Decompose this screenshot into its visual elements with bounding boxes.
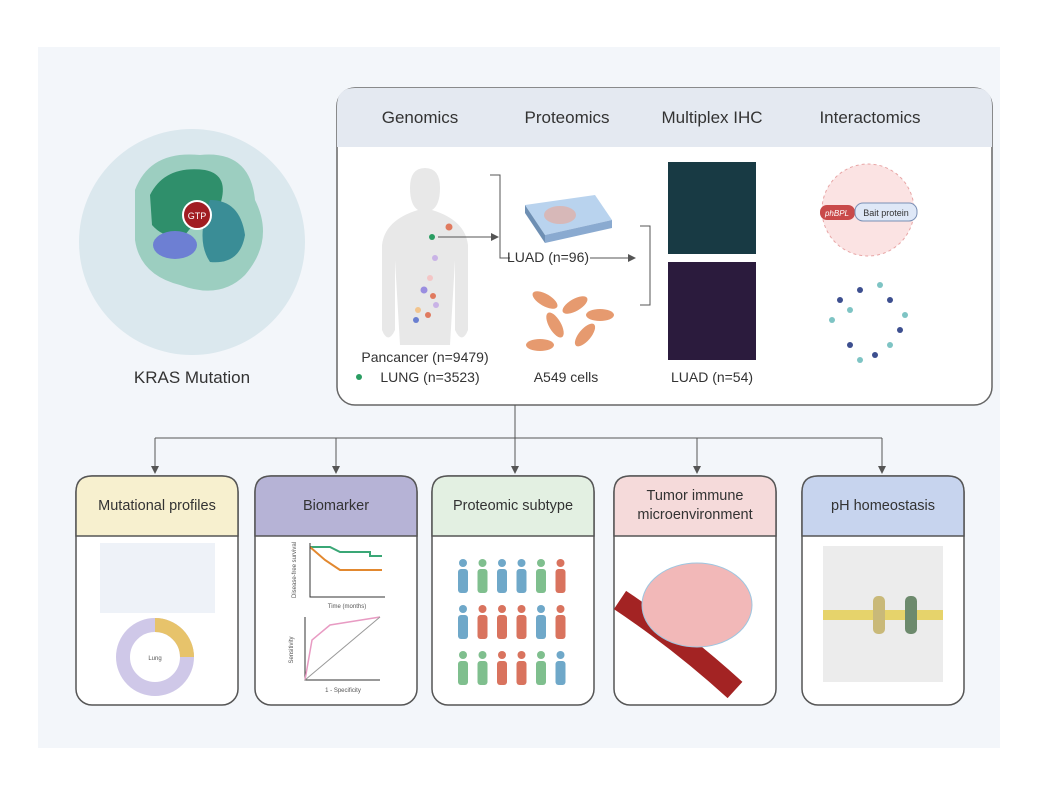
panel-header	[431, 475, 595, 537]
transporter	[873, 596, 885, 634]
oncoplot	[100, 543, 215, 613]
person-head	[517, 605, 526, 613]
person-head	[537, 559, 545, 567]
header: Genomics	[382, 108, 459, 127]
person-head	[459, 605, 467, 613]
roc-x: 1 - Specificity	[325, 688, 361, 694]
person-body	[497, 615, 507, 639]
km-x: Time (months)	[328, 604, 366, 610]
panel-header	[254, 475, 418, 537]
person-head	[478, 605, 487, 613]
bait-label: Bait protein	[863, 208, 909, 218]
roc-y: Sensitivity	[289, 636, 295, 663]
ihc-image	[668, 262, 756, 360]
panel-title-box: Mutational profiles	[98, 497, 216, 514]
person-head	[556, 559, 565, 567]
km-y: Disease-free survival	[292, 542, 298, 598]
person-body	[458, 661, 468, 685]
person-body	[555, 661, 566, 685]
panel-title-box: Biomarker	[302, 497, 370, 514]
transporter	[905, 596, 917, 634]
panel-title: Biomarker	[302, 497, 370, 514]
person-body	[516, 569, 527, 593]
person-head	[459, 559, 467, 567]
person-body	[477, 661, 488, 685]
person-head	[478, 651, 487, 659]
roc-curve	[304, 616, 381, 681]
header: Multiplex IHC	[661, 108, 762, 127]
person-body	[458, 569, 468, 593]
ihc-label: LUAD (n=54)	[671, 369, 753, 385]
header: Proteomics	[524, 108, 609, 127]
enzyme-label: phBPL	[824, 209, 849, 218]
donut-label: Lung	[148, 656, 161, 662]
donut-seg	[154, 618, 194, 658]
km-curve	[309, 546, 382, 571]
panel-title-box: Tumor immune microenvironment	[637, 488, 753, 523]
km-curve	[310, 546, 382, 557]
person-head	[498, 559, 506, 567]
person-body	[555, 615, 566, 639]
person-head	[537, 651, 545, 659]
pancancer-label: Pancancer (n=9479)	[361, 349, 488, 365]
person-head	[498, 605, 506, 613]
ihc-image	[668, 162, 756, 254]
luad-tissue: LUAD (n=96)	[507, 249, 589, 265]
panel-title: pH homeostasis	[831, 497, 935, 514]
person-head	[537, 605, 545, 613]
person-head	[517, 651, 526, 659]
person-head	[556, 651, 565, 659]
tumor	[641, 562, 753, 648]
panel-title: Tumor immune microenvironment	[637, 488, 753, 523]
panel-header	[801, 475, 965, 537]
person-head	[498, 651, 506, 659]
person-head	[459, 651, 467, 659]
person-head	[478, 559, 487, 567]
person-body	[477, 615, 488, 639]
panel-title-box: Proteomic subtype	[452, 497, 574, 514]
a549-label: A549 cells	[534, 369, 599, 385]
person-body	[536, 615, 546, 639]
panel-title: Mutational profiles	[98, 497, 216, 514]
kras-label: KRAS Mutation	[134, 368, 250, 387]
person-body	[536, 661, 546, 685]
person-body	[516, 661, 527, 685]
km-axes	[309, 543, 385, 598]
person-body	[536, 569, 546, 593]
roc-diag	[304, 616, 381, 681]
person-body	[458, 615, 468, 639]
panel-title-box: pH homeostasis	[831, 497, 935, 514]
person-head	[517, 559, 526, 567]
a549-cells	[526, 291, 614, 351]
mutation-dots	[413, 223, 453, 323]
lung-label: LUNG (n=3523)	[380, 369, 479, 385]
person-body	[555, 569, 566, 593]
gtp-label: GTP	[188, 211, 207, 221]
person-body	[497, 661, 507, 685]
person-body	[516, 615, 527, 639]
person-body	[477, 569, 488, 593]
panel-title: Proteomic subtype	[452, 497, 574, 514]
person-head	[556, 605, 565, 613]
header: Interactomics	[819, 108, 920, 127]
panel-header	[613, 475, 777, 537]
panel-header	[75, 475, 239, 537]
person-body	[497, 569, 507, 593]
